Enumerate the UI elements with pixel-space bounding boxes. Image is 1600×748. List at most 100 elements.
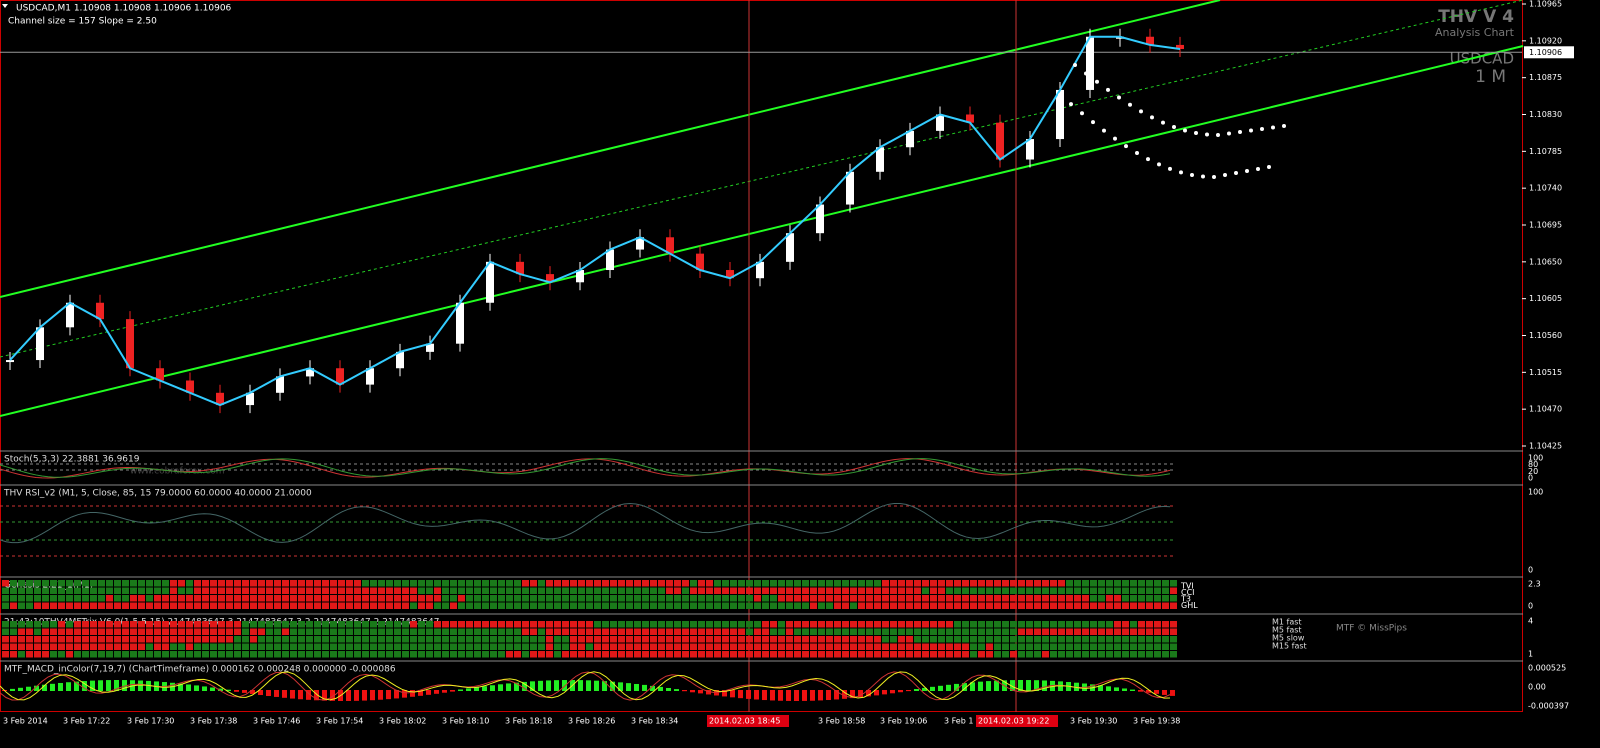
signal-cell (226, 621, 233, 628)
signal-cell (650, 643, 657, 650)
signal-cell (450, 628, 457, 635)
macd-bar (218, 688, 223, 691)
signal-cell (434, 595, 441, 602)
signal-cell (338, 651, 345, 658)
signal-cell (858, 580, 865, 587)
signal-cell (794, 628, 801, 635)
signal-cell (482, 595, 489, 602)
signal-cell (354, 651, 361, 658)
signal-cell (1106, 587, 1113, 594)
macd-bar (250, 690, 255, 694)
signal-cell (610, 595, 617, 602)
signal-cell (498, 595, 505, 602)
signal-cell (1002, 595, 1009, 602)
signal-cell (898, 595, 905, 602)
signal-cell (1162, 602, 1169, 609)
macd-bar (346, 690, 351, 701)
signal-cell (666, 643, 673, 650)
y-tick-label: 1.10470 (1529, 405, 1562, 414)
signal-cell (858, 602, 865, 609)
macd-bar (586, 680, 591, 691)
signal-cell (138, 643, 145, 650)
signal-cell (954, 602, 961, 609)
signal-cell (962, 595, 969, 602)
signal-cell (354, 595, 361, 602)
channel-lower (0, 45, 1524, 417)
signal-cell (802, 651, 809, 658)
signal-cell (202, 621, 209, 628)
signal-cell (306, 595, 313, 602)
signal-cell (826, 643, 833, 650)
panel-level: 20 (1528, 467, 1538, 476)
signal-cell (954, 595, 961, 602)
signal-cell (234, 643, 241, 650)
signal-cell (442, 636, 449, 643)
signal-cell (306, 621, 313, 628)
signal-cell (546, 580, 553, 587)
macd-bar (562, 680, 567, 691)
macd-bar (1162, 690, 1167, 695)
signal-cell (66, 595, 73, 602)
signal-cell (1106, 621, 1113, 628)
signal-cell (450, 587, 457, 594)
signal-cell (490, 621, 497, 628)
signal-cell (370, 651, 377, 658)
signal-cell (226, 628, 233, 635)
signal-cell (906, 651, 913, 658)
signal-cell (514, 636, 521, 643)
signal-cell (938, 602, 945, 609)
signal-cell (778, 580, 785, 587)
signal-cell (938, 580, 945, 587)
signal-cell (1138, 595, 1145, 602)
macd-bar (226, 689, 231, 691)
signal-cell (978, 628, 985, 635)
signal-cell (154, 602, 161, 609)
signal-cell (1034, 651, 1041, 658)
signal-cell (426, 628, 433, 635)
signal-cell (594, 595, 601, 602)
signal-cell (922, 602, 929, 609)
signal-cell (514, 587, 521, 594)
signal-cell (922, 628, 929, 635)
signal-cell (658, 628, 665, 635)
signal-cell (698, 580, 705, 587)
signal-cell (842, 628, 849, 635)
signal-cell (834, 636, 841, 643)
signal-cell (1138, 580, 1145, 587)
signal-cell (1002, 602, 1009, 609)
signal-cell (658, 651, 665, 658)
signal-cell (666, 587, 673, 594)
signal-cell (202, 602, 209, 609)
signal-cell (1018, 595, 1025, 602)
projection-dot (1084, 71, 1088, 76)
signal-cell (706, 651, 713, 658)
signal-cell (58, 602, 65, 609)
signal-cell (706, 587, 713, 594)
signal-cell (466, 651, 473, 658)
macd-bar (490, 685, 495, 691)
signal-cell (306, 636, 313, 643)
signal-cell (1002, 636, 1009, 643)
candle (396, 351, 404, 369)
signal-cell (666, 580, 673, 587)
signal-cell (1098, 580, 1105, 587)
signal-cell (130, 628, 137, 635)
signal-cell (258, 628, 265, 635)
signal-cell (818, 628, 825, 635)
projection-dot (1102, 128, 1106, 133)
projection-dot (1106, 87, 1110, 92)
signal-cell (602, 602, 609, 609)
signal-cell (674, 602, 681, 609)
signal-cell (690, 587, 697, 594)
signal-cell (306, 643, 313, 650)
signal-cell (450, 595, 457, 602)
signal-cell (826, 595, 833, 602)
signal-cell (794, 580, 801, 587)
signal-cell (138, 636, 145, 643)
signal-cell (2, 595, 9, 602)
signal-cell (98, 595, 105, 602)
signal-cell (738, 628, 745, 635)
signal-cell (570, 651, 577, 658)
signal-cell (82, 602, 89, 609)
signal-cell (946, 595, 953, 602)
